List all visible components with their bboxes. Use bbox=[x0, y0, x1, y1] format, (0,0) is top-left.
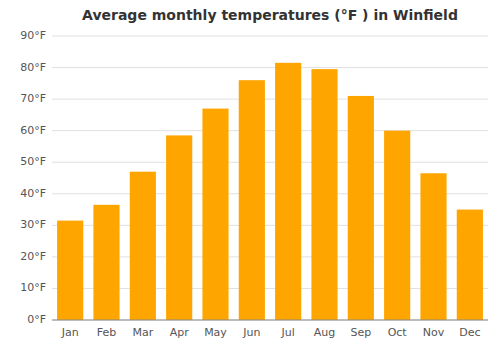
grid bbox=[52, 36, 488, 320]
y-tick-label: 70°F bbox=[20, 92, 46, 105]
y-tick-label: 60°F bbox=[20, 124, 46, 137]
x-tick-label: Jul bbox=[281, 326, 295, 339]
y-tick-label: 90°F bbox=[20, 29, 46, 42]
bar bbox=[348, 96, 374, 320]
bar bbox=[275, 63, 301, 320]
grid-line bbox=[52, 320, 488, 321]
bar bbox=[57, 221, 83, 320]
x-tick-label: Feb bbox=[97, 326, 116, 339]
y-tick-label: 50°F bbox=[20, 155, 46, 168]
bar bbox=[311, 69, 337, 320]
x-tick-label: Jan bbox=[61, 326, 79, 339]
grid-line bbox=[52, 162, 488, 163]
x-axis-line bbox=[52, 320, 488, 321]
x-tick-label: Mar bbox=[132, 326, 153, 339]
grid-line bbox=[52, 130, 488, 131]
y-tick-label: 80°F bbox=[20, 61, 46, 74]
x-tick-label: Sep bbox=[350, 326, 371, 339]
x-tick-label: Oct bbox=[388, 326, 408, 339]
y-tick-label: 20°F bbox=[20, 250, 46, 263]
bar bbox=[202, 109, 228, 320]
grid-line bbox=[52, 67, 488, 68]
x-tick-label: Jun bbox=[242, 326, 260, 339]
y-tick-label: 0°F bbox=[27, 313, 46, 326]
grid-line bbox=[52, 36, 488, 37]
y-tick-label: 10°F bbox=[20, 281, 46, 294]
bar bbox=[239, 80, 265, 320]
y-axis: 0°F 10°F 20°F 30°F 40°F 50°F 60°F 70°F 80°F 90°F bbox=[20, 29, 46, 326]
bar bbox=[93, 205, 119, 320]
x-tick-label: May bbox=[204, 326, 227, 339]
chart: 0°F 10°F 20°F 30°F 40°F 50°F 60°F 70°F 80°F 90°F J… bbox=[0, 0, 500, 350]
bar bbox=[384, 131, 410, 320]
title: Average monthly temperatures (°F ) in Wi… bbox=[82, 7, 458, 23]
x-tick-label: Aug bbox=[314, 326, 335, 339]
x-axis: Jan Feb Mar Apr May Jun Jul Aug Sep Oct Nov Dec bbox=[61, 326, 481, 339]
bar bbox=[457, 210, 483, 320]
bar bbox=[420, 173, 446, 320]
x-tick-label: Apr bbox=[170, 326, 190, 339]
bar bbox=[166, 135, 192, 320]
bars bbox=[57, 63, 483, 320]
y-tick-label: 40°F bbox=[20, 187, 46, 200]
y-tick-label: 30°F bbox=[20, 218, 46, 231]
x-tick-label: Dec bbox=[459, 326, 480, 339]
x-tick-label: Nov bbox=[423, 326, 445, 339]
bar bbox=[130, 172, 156, 320]
grid-line bbox=[52, 99, 488, 100]
